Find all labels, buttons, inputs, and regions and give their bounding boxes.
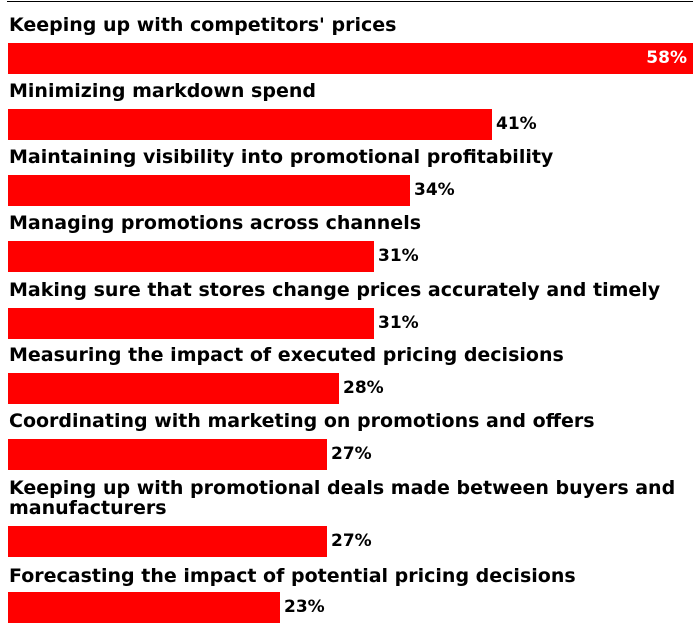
value-label: 31% (378, 313, 419, 333)
value-label: 27% (331, 531, 372, 551)
bar (8, 526, 327, 557)
value-label: 34% (414, 180, 455, 200)
category-label: Keeping up with promotional deals made b… (9, 477, 676, 519)
category-label: Coordinating with marketing on promotion… (9, 410, 595, 432)
category-label: Maintaining visibility into promotional … (9, 146, 554, 168)
category-label: Managing promotions across channels (9, 212, 422, 234)
value-label: 58% (646, 48, 687, 68)
category-label: Making sure that stores change prices ac… (9, 279, 661, 301)
value-label: 41% (496, 114, 537, 134)
value-label: 23% (284, 597, 325, 617)
bar (8, 43, 693, 74)
category-label: Keeping up with competitors' prices (9, 14, 397, 36)
category-label: Measuring the impact of executed pricing… (9, 344, 564, 366)
bar (8, 175, 410, 206)
bar (8, 373, 339, 404)
value-label: 28% (343, 378, 384, 398)
bar (8, 439, 327, 470)
top-rule (7, 1, 693, 2)
value-label: 27% (331, 444, 372, 464)
bar (8, 592, 280, 623)
bar (8, 241, 374, 272)
bar (8, 109, 492, 140)
bar (8, 308, 374, 339)
value-label: 31% (378, 246, 419, 266)
category-label: Minimizing markdown spend (9, 80, 316, 102)
category-label: Forecasting the impact of potential pric… (9, 565, 576, 587)
